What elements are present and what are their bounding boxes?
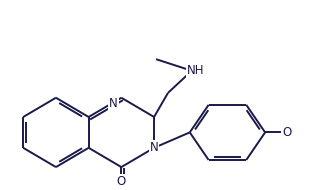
Text: N: N <box>109 97 118 110</box>
Text: O: O <box>282 126 291 139</box>
Text: O: O <box>117 175 126 188</box>
Text: N: N <box>150 141 158 154</box>
Text: NH: NH <box>187 64 204 77</box>
